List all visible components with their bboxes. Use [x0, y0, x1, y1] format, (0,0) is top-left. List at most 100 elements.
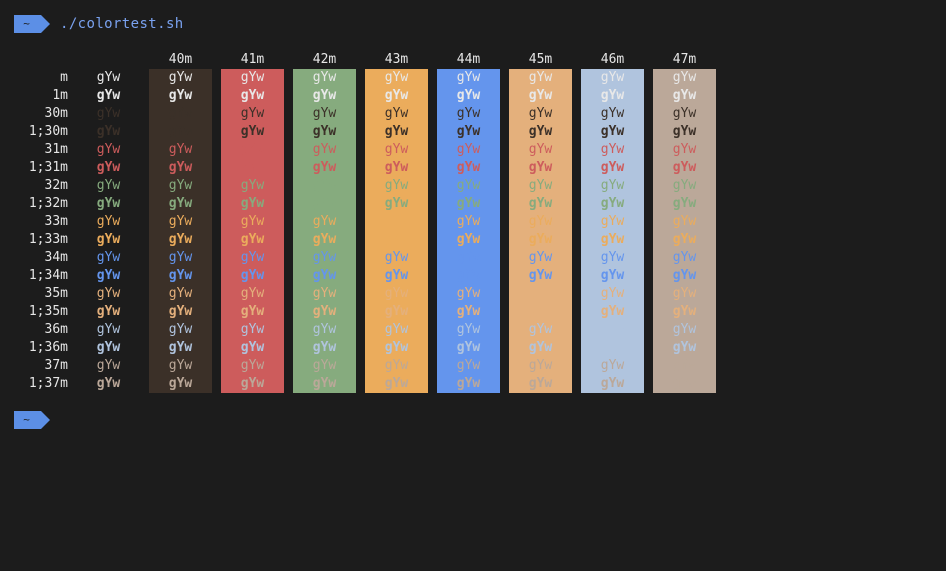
sample-cell: gYw	[240, 304, 265, 319]
sample-cell: gYw	[600, 304, 625, 319]
prompt-home-badge: ~	[14, 15, 50, 33]
sample-cell: gYw	[384, 268, 409, 283]
sample-cell: gYw	[672, 286, 697, 301]
sample-cell: gYw	[456, 340, 481, 355]
sample-cell: gYw	[96, 124, 121, 139]
sample-cell: gYw	[312, 106, 337, 121]
row-label: 36m	[44, 322, 68, 337]
sample-cell: gYw	[384, 178, 409, 193]
sample-cell: gYw	[672, 142, 697, 157]
sample-cell: gYw	[312, 196, 337, 211]
sample-cell: gYw	[672, 160, 697, 175]
sample-cell: gYw	[456, 70, 481, 85]
sample-cell: gYw	[528, 160, 553, 175]
bg-column-47m	[653, 69, 716, 393]
sample-cell: gYw	[240, 358, 265, 373]
sample-cell: gYw	[96, 340, 121, 355]
sample-cell: gYw	[672, 178, 697, 193]
sample-cell: gYw	[456, 178, 481, 193]
sample-cell: gYw	[96, 232, 121, 247]
sample-cell: gYw	[240, 214, 265, 229]
sample-cell: gYw	[672, 196, 697, 211]
sample-cell: gYw	[96, 250, 121, 265]
sample-cell: gYw	[384, 214, 409, 229]
prompt-line: ~ ./colortest.sh	[14, 15, 184, 33]
sample-cell: gYw	[384, 142, 409, 157]
sample-cell: gYw	[528, 70, 553, 85]
sample-cell: gYw	[384, 286, 409, 301]
sample-cell: gYw	[96, 88, 121, 103]
sample-cell: gYw	[456, 376, 481, 391]
sample-cell: gYw	[672, 250, 697, 265]
sample-cell: gYw	[168, 304, 193, 319]
sample-cell: gYw	[384, 304, 409, 319]
sample-cell: gYw	[600, 88, 625, 103]
sample-cell: gYw	[528, 196, 553, 211]
sample-cell: gYw	[96, 142, 121, 157]
sample-cell: gYw	[384, 196, 409, 211]
sample-cell: gYw	[168, 358, 193, 373]
sample-cell: gYw	[672, 322, 697, 337]
sample-cell: gYw	[384, 340, 409, 355]
sample-cell: gYw	[528, 142, 553, 157]
sample-cell: gYw	[456, 214, 481, 229]
sample-cell: gYw	[240, 106, 265, 121]
sample-cell: gYw	[672, 268, 697, 283]
command-text: ./colortest.sh	[60, 16, 184, 32]
sample-cell: gYw	[672, 304, 697, 319]
sample-cell: gYw	[672, 214, 697, 229]
sample-cell: gYw	[672, 340, 697, 355]
sample-cell: gYw	[456, 88, 481, 103]
sample-cell: gYw	[168, 70, 193, 85]
column-header: 44m	[456, 52, 481, 67]
column-header: 42m	[312, 52, 337, 67]
sample-cell: gYw	[528, 322, 553, 337]
sample-cell: gYw	[96, 178, 121, 193]
row-label: 1;36m	[28, 340, 68, 355]
sample-cell: gYw	[528, 106, 553, 121]
sample-cell: gYw	[168, 160, 193, 175]
sample-cell: gYw	[168, 322, 193, 337]
sample-cell: gYw	[528, 304, 553, 319]
prompt-home-badge: ~	[14, 411, 50, 429]
sample-cell: gYw	[384, 250, 409, 265]
sample-cell: gYw	[600, 376, 625, 391]
sample-cell: gYw	[456, 250, 481, 265]
row-label: 31m	[44, 142, 68, 157]
sample-cell: gYw	[672, 376, 697, 391]
sample-cell: gYw	[168, 286, 193, 301]
sample-cell: gYw	[528, 340, 553, 355]
sample-cell: gYw	[240, 376, 265, 391]
sample-cell: gYw	[456, 232, 481, 247]
sample-cell: gYw	[528, 268, 553, 283]
row-label: 1;31m	[28, 160, 68, 175]
column-header: 43m	[384, 52, 409, 67]
sample-cell: gYw	[96, 322, 121, 337]
sample-cell: gYw	[96, 358, 121, 373]
sample-cell: gYw	[672, 232, 697, 247]
row-label: 30m	[44, 106, 68, 121]
sample-cell: gYw	[240, 142, 265, 157]
bg-column-41m	[221, 69, 284, 393]
sample-cell: gYw	[312, 376, 337, 391]
sample-cell: gYw	[528, 250, 553, 265]
sample-cell: gYw	[456, 322, 481, 337]
sample-cell: gYw	[96, 196, 121, 211]
sample-cell: gYw	[240, 268, 265, 283]
sample-cell: gYw	[384, 70, 409, 85]
sample-cell: gYw	[456, 304, 481, 319]
sample-cell: gYw	[96, 268, 121, 283]
sample-cell: gYw	[96, 376, 121, 391]
column-header: 40m	[168, 52, 193, 67]
sample-cell: gYw	[168, 196, 193, 211]
sample-cell: gYw	[240, 232, 265, 247]
sample-cell: gYw	[456, 124, 481, 139]
bg-column-46m	[581, 69, 644, 393]
sample-cell: gYw	[96, 304, 121, 319]
sample-cell: gYw	[672, 358, 697, 373]
sample-cell: gYw	[168, 124, 193, 139]
sample-cell: gYw	[528, 178, 553, 193]
prompt-line-current[interactable]: ~	[14, 411, 50, 429]
sample-cell: gYw	[312, 322, 337, 337]
